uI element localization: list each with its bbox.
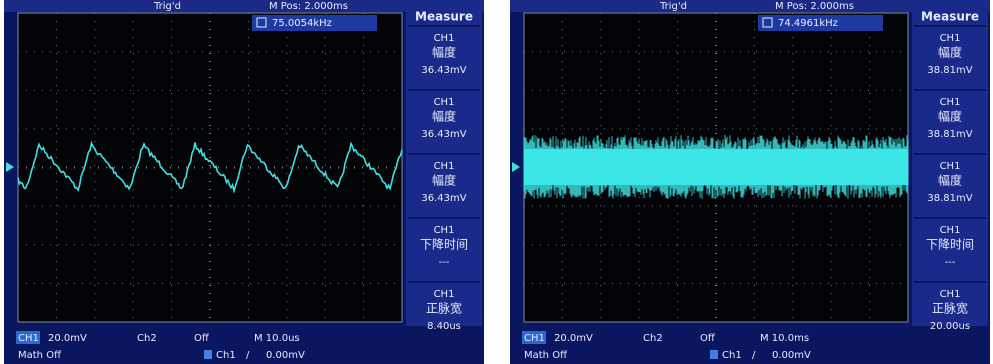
- measure-value: 38.81mV: [927, 65, 972, 76]
- math-state: Math Off: [18, 350, 62, 361]
- trigger-status: Trig'd: [153, 1, 181, 12]
- measure-channel: CH1: [940, 161, 961, 172]
- measure-type: 幅度: [432, 45, 456, 60]
- measure-channel: CH1: [434, 289, 455, 300]
- ch2-state: Off: [700, 333, 716, 344]
- ch2-label: Ch2: [643, 333, 663, 344]
- measure-type: 幅度: [432, 173, 456, 188]
- measure-value: 8.40us: [427, 321, 461, 332]
- measure-channel: CH1: [940, 289, 961, 300]
- frequency-readout: 74.4961kHz: [778, 18, 838, 29]
- menu-title: Measure: [921, 10, 979, 24]
- measure-type: 幅度: [432, 109, 456, 124]
- ch2-state: Off: [194, 333, 210, 344]
- measure-channel: CH1: [940, 97, 961, 108]
- horizontal-position: M Pos: 2.000ms: [775, 1, 854, 12]
- measure-value: 36.43mV: [421, 129, 466, 140]
- measure-channel: CH1: [940, 225, 961, 236]
- measure-type: 正脉宽: [932, 301, 968, 316]
- measure-value: 36.43mV: [421, 193, 466, 204]
- horizontal-position: M Pos: 2.000ms: [269, 1, 348, 12]
- measure-channel: CH1: [940, 33, 961, 44]
- trigger-level: 0.00mV: [266, 350, 305, 361]
- measure-channel: CH1: [434, 33, 455, 44]
- trigger-status: Trig'd: [659, 1, 687, 12]
- ch1-scale: 20.0mV: [554, 333, 593, 344]
- ch2-label: Ch2: [137, 333, 157, 344]
- measure-type: 下降时间: [420, 238, 468, 252]
- measure-value: 38.81mV: [927, 129, 972, 140]
- oscilloscope-screen: Trig'd M Pos: 2.000ms 74.4961kHz Measure CH1…: [510, 0, 990, 364]
- measure-value: 38.81mV: [927, 193, 972, 204]
- measure-channel: CH1: [434, 161, 455, 172]
- measure-channel: CH1: [434, 225, 455, 236]
- trigger-badge: [710, 350, 718, 359]
- math-state: Math Off: [524, 350, 568, 361]
- trigger-badge: [204, 350, 212, 359]
- oscilloscope-screen: Trig'd M Pos: 2.000ms 75.0054kHz Measure CH1…: [4, 0, 484, 364]
- trigger-level: 0.00mV: [772, 350, 811, 361]
- ch1-scale: 20.0mV: [48, 333, 87, 344]
- screenshot: Trig'd M Pos: 2.000ms 75.0054kHz Measure CH1…: [0, 0, 993, 364]
- measure-value: ---: [439, 257, 450, 268]
- menu-title: Measure: [415, 10, 473, 24]
- trigger-source: Ch1: [216, 350, 236, 361]
- ch1-label: CH1: [18, 333, 39, 344]
- measure-type: 幅度: [938, 45, 962, 60]
- timebase: M 10.0ms: [760, 333, 809, 344]
- measure-type: 幅度: [938, 109, 962, 124]
- measure-channel: CH1: [434, 97, 455, 108]
- timebase: M 10.0us: [254, 333, 300, 344]
- measure-type: 下降时间: [926, 238, 974, 252]
- measure-value: 20.00us: [930, 321, 970, 332]
- measure-value: 36.43mV: [421, 65, 466, 76]
- measure-type: 幅度: [938, 173, 962, 188]
- trigger-source: Ch1: [722, 350, 742, 361]
- measure-type: 正脉宽: [426, 301, 462, 316]
- measure-value: ---: [945, 257, 956, 268]
- ch1-label: CH1: [524, 333, 545, 344]
- frequency-readout: 75.0054kHz: [272, 18, 332, 29]
